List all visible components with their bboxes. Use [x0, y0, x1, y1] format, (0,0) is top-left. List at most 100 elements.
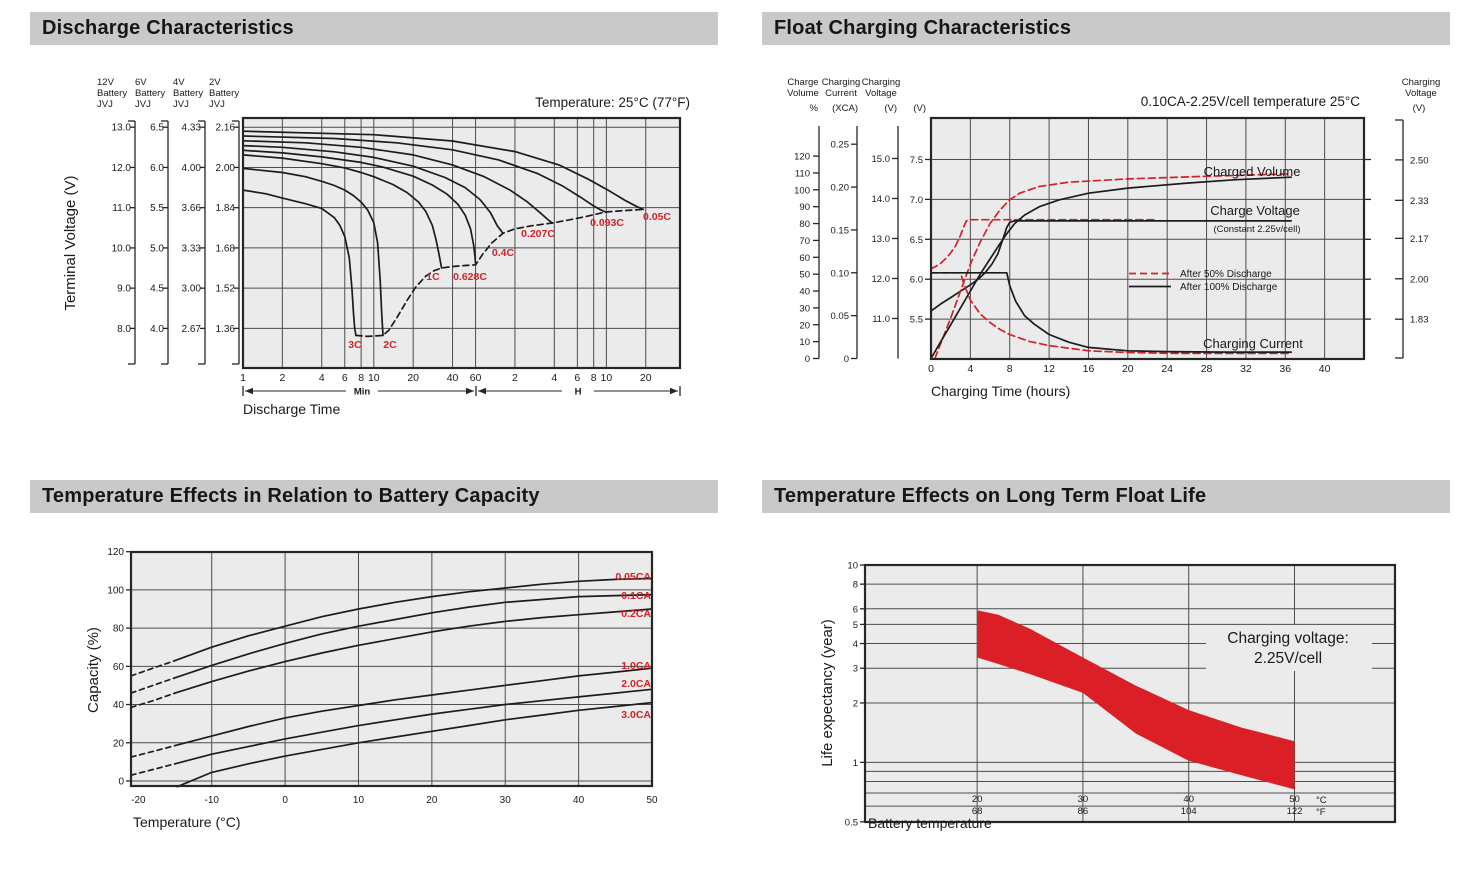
svg-text:JVJ: JVJ: [135, 99, 151, 110]
svg-text:40: 40: [799, 287, 810, 298]
svg-text:5.5: 5.5: [150, 203, 164, 214]
svg-text:9.0: 9.0: [117, 284, 131, 295]
svg-text:0.093C: 0.093C: [590, 217, 624, 229]
svg-text:60: 60: [470, 372, 482, 384]
svg-text:4.33: 4.33: [182, 123, 202, 134]
svg-text:50: 50: [646, 795, 658, 806]
svg-text:1: 1: [240, 372, 246, 384]
svg-text:20: 20: [640, 372, 652, 384]
svg-text:0.5: 0.5: [845, 817, 858, 828]
svg-text:°F: °F: [1316, 807, 1326, 818]
svg-text:0.05CA: 0.05CA: [615, 571, 651, 583]
svg-text:Volume: Volume: [787, 88, 819, 99]
svg-text:2.16: 2.16: [216, 123, 236, 134]
svg-text:Charged Volume: Charged Volume: [1204, 164, 1301, 179]
section-title-float-charging: Float Charging Characteristics: [762, 12, 1450, 45]
svg-text:0.25: 0.25: [831, 140, 850, 151]
svg-text:20: 20: [113, 738, 125, 749]
svg-text:Terminal Voltage (V): Terminal Voltage (V): [62, 175, 79, 310]
svg-text:2: 2: [279, 372, 285, 384]
svg-text:Min: Min: [354, 387, 371, 398]
svg-text:8: 8: [853, 580, 858, 591]
svg-text:1.0CA: 1.0CA: [621, 660, 651, 672]
svg-text:Charging voltage:: Charging voltage:: [1227, 630, 1349, 647]
svg-text:5: 5: [853, 620, 858, 631]
svg-text:Charging: Charging: [862, 77, 901, 88]
svg-text:2C: 2C: [383, 339, 397, 351]
svg-text:0.05C: 0.05C: [643, 211, 671, 223]
svg-text:%: %: [810, 103, 819, 114]
svg-text:0.20: 0.20: [831, 183, 850, 194]
svg-text:Charge Voltage: Charge Voltage: [1210, 203, 1300, 218]
svg-text:7.0: 7.0: [910, 195, 923, 206]
svg-text:1.36: 1.36: [216, 324, 236, 335]
svg-text:1.83: 1.83: [1410, 315, 1429, 326]
svg-text:2.00: 2.00: [1410, 274, 1429, 285]
svg-text:30: 30: [799, 303, 810, 314]
svg-text:4.5: 4.5: [150, 284, 164, 295]
svg-text:0.10CA-2.25V/cell temperature: 0.10CA-2.25V/cell temperature 25°C: [1141, 94, 1361, 109]
svg-text:40: 40: [1319, 363, 1331, 375]
svg-text:4.00: 4.00: [182, 163, 202, 174]
svg-text:After 50% Discharge: After 50% Discharge: [1180, 269, 1272, 280]
svg-text:0: 0: [844, 354, 849, 365]
svg-text:(V): (V): [884, 103, 897, 114]
svg-text:(V): (V): [913, 103, 926, 114]
svg-text:80: 80: [113, 624, 125, 635]
svg-text:0.4C: 0.4C: [492, 247, 515, 259]
svg-text:40: 40: [573, 795, 585, 806]
svg-text:8.0: 8.0: [117, 324, 131, 335]
svg-text:Charge: Charge: [787, 77, 818, 88]
svg-text:100: 100: [107, 585, 124, 596]
svg-text:Discharge Time: Discharge Time: [243, 401, 340, 417]
svg-text:4V: 4V: [173, 77, 185, 88]
float-charging-chart: 010203040506070809010011012000.050.100.1…: [787, 77, 1440, 399]
svg-text:3: 3: [853, 664, 858, 675]
svg-text:90: 90: [799, 202, 810, 213]
svg-text:12.0: 12.0: [112, 163, 132, 174]
svg-text:0.1CA: 0.1CA: [621, 590, 651, 602]
svg-text:30: 30: [500, 795, 512, 806]
svg-text:8: 8: [1007, 363, 1013, 375]
svg-text:2: 2: [512, 372, 518, 384]
svg-text:Battery: Battery: [209, 88, 239, 99]
svg-text:6.5: 6.5: [150, 123, 164, 134]
svg-text:40: 40: [113, 700, 125, 711]
svg-text:3C: 3C: [348, 339, 362, 351]
svg-text:8: 8: [358, 372, 364, 384]
svg-text:2V: 2V: [209, 77, 221, 88]
svg-text:1: 1: [853, 758, 858, 769]
svg-text:12V: 12V: [97, 77, 115, 88]
svg-text:24: 24: [1161, 363, 1173, 375]
svg-text:(V): (V): [1413, 103, 1426, 114]
svg-text:Current: Current: [825, 88, 857, 99]
svg-text:Charging Current: Charging Current: [1203, 336, 1303, 351]
svg-text:4: 4: [967, 363, 973, 375]
svg-text:110: 110: [795, 168, 810, 179]
svg-text:Life expectancy (year): Life expectancy (year): [819, 619, 836, 767]
svg-text:Voltage: Voltage: [1405, 88, 1437, 99]
svg-text:10: 10: [847, 561, 858, 572]
svg-text:40: 40: [447, 372, 459, 384]
svg-text:40: 40: [1183, 794, 1194, 805]
svg-text:-10: -10: [204, 795, 219, 806]
svg-text:2.50: 2.50: [1410, 155, 1429, 166]
svg-text:4: 4: [853, 639, 858, 650]
svg-text:3.0CA: 3.0CA: [621, 709, 651, 721]
section-title-temperature-capacity: Temperature Effects in Relation to Batte…: [30, 480, 718, 513]
svg-text:6V: 6V: [135, 77, 147, 88]
svg-text:0: 0: [118, 776, 124, 787]
svg-text:70: 70: [799, 236, 810, 247]
svg-text:13.0: 13.0: [112, 123, 132, 134]
svg-text:5.5: 5.5: [910, 315, 923, 326]
svg-text:50: 50: [799, 270, 810, 281]
svg-text:(Constant 2.25v/cell): (Constant 2.25v/cell): [1213, 224, 1300, 235]
svg-text:0.05: 0.05: [831, 311, 850, 322]
svg-text:10: 10: [601, 372, 613, 384]
svg-text:20: 20: [972, 794, 983, 805]
svg-text:0.2CA: 0.2CA: [621, 608, 651, 620]
svg-text:JVJ: JVJ: [97, 99, 113, 110]
svg-text:16: 16: [1083, 363, 1095, 375]
